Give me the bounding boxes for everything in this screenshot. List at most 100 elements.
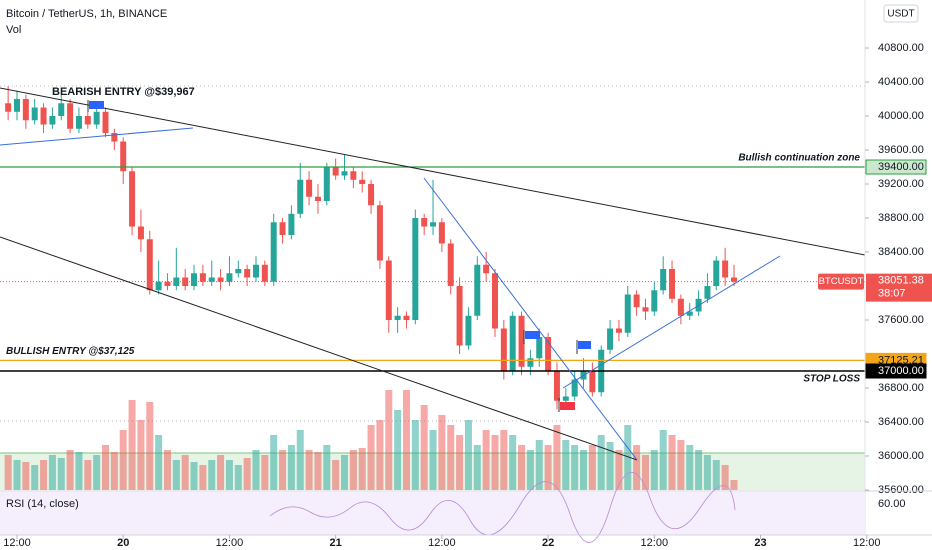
x-tick-label: 12:00 xyxy=(3,537,31,549)
candle-body xyxy=(244,269,251,278)
bearish-entry: BEARISH ENTRY @$39,967 xyxy=(52,86,195,98)
candle-body xyxy=(562,396,569,401)
volume-bar xyxy=(695,450,703,490)
volume-bar xyxy=(721,465,729,490)
x-tick-label: 12:00 xyxy=(641,537,669,549)
volume-bar xyxy=(128,400,136,490)
x-tick-label: 12:00 xyxy=(216,537,244,549)
candle-body xyxy=(491,273,498,329)
volume-bar xyxy=(429,430,437,490)
trend-line xyxy=(0,87,865,256)
currency-button-label[interactable]: USDT xyxy=(887,9,914,20)
volume-bar xyxy=(252,450,260,490)
y-tick-label: 40400.00 xyxy=(878,76,924,88)
candle-body xyxy=(199,273,206,282)
trend-line xyxy=(0,236,638,461)
volume-bar xyxy=(287,445,295,490)
candle-body xyxy=(438,222,445,244)
volume-bar xyxy=(332,460,340,490)
symbol-tag xyxy=(818,273,864,290)
candle-body xyxy=(22,99,29,121)
candle-body xyxy=(571,379,578,397)
volume-label: Vol xyxy=(6,24,21,36)
candle-body xyxy=(155,281,162,291)
volume-bar xyxy=(155,435,163,490)
candle-body xyxy=(75,116,82,129)
volume-bar xyxy=(624,425,632,490)
volume-bar xyxy=(668,435,676,490)
y-tick-label: 40800.00 xyxy=(878,42,924,54)
candle-body xyxy=(49,116,56,125)
volume-bar xyxy=(234,465,242,490)
volume-bar xyxy=(163,450,171,490)
candle-body xyxy=(359,179,366,185)
candle-body xyxy=(314,196,321,202)
candle-body xyxy=(120,141,127,172)
candle-body xyxy=(589,371,596,393)
candle-body xyxy=(677,298,684,316)
candle-body xyxy=(306,179,313,197)
flag xyxy=(523,330,540,344)
volume-bar xyxy=(75,452,83,490)
candle-body xyxy=(279,222,286,236)
candle-body xyxy=(40,107,47,125)
candle-body xyxy=(500,328,507,372)
drawings xyxy=(0,87,865,461)
candle-body xyxy=(288,213,295,236)
volume-bar xyxy=(190,462,198,490)
candle-body xyxy=(173,277,180,287)
volume-bar xyxy=(597,435,605,490)
volume-bar xyxy=(279,450,287,490)
candle-body xyxy=(385,260,392,321)
volume-bar xyxy=(447,425,455,490)
volume-bar xyxy=(456,435,464,490)
volume-bar xyxy=(146,402,154,490)
x-tick-label: 22 xyxy=(542,537,554,549)
rsi-label: RSI (14, close) xyxy=(6,498,79,510)
volume-bar xyxy=(110,452,118,490)
volume-bar xyxy=(571,445,579,490)
volume-bar xyxy=(84,460,92,490)
volume-bar xyxy=(225,460,233,490)
candle-body xyxy=(67,103,74,129)
volume-bar xyxy=(93,455,101,490)
volume-bar xyxy=(473,445,481,490)
x-ticks: 12:00 20 12:00 21 12:00 22 12:00 23 12:00 xyxy=(3,535,881,549)
volume-bar xyxy=(562,440,570,490)
x-tick-label: 20 xyxy=(117,537,129,549)
candle-body xyxy=(217,277,224,282)
volume-bar xyxy=(4,455,12,490)
volume-bar xyxy=(199,465,207,490)
volume-bar xyxy=(358,448,366,490)
candle-body xyxy=(474,264,481,316)
candle-body xyxy=(226,273,233,282)
volume-bar xyxy=(66,450,74,490)
level-annotation: Bullish continuation zone xyxy=(738,153,860,164)
candle-body xyxy=(129,171,136,227)
candle-body xyxy=(323,167,330,202)
candle-body xyxy=(730,277,737,282)
currency-button[interactable] xyxy=(883,4,919,23)
volume-bar xyxy=(181,455,189,490)
y-tick-label: 39200.00 xyxy=(878,178,924,190)
volume-bar xyxy=(367,425,375,490)
trend-line xyxy=(562,255,781,389)
volume-bar xyxy=(500,430,508,490)
volume-bar xyxy=(650,450,658,490)
volume-bar xyxy=(323,445,331,490)
volume-bar xyxy=(305,450,313,490)
x-tick-label: 23 xyxy=(754,537,766,549)
volume-bar xyxy=(385,390,393,490)
candle-body xyxy=(430,222,437,227)
candle-body xyxy=(146,239,153,291)
candle-body xyxy=(704,286,711,299)
candle-body xyxy=(722,260,729,278)
candle-body xyxy=(456,286,463,346)
volume-bar xyxy=(172,460,180,490)
volume-bar xyxy=(22,462,30,490)
volume-bar xyxy=(641,455,649,490)
volume-bar xyxy=(491,435,499,490)
candle-body xyxy=(483,264,490,274)
candle-body xyxy=(536,337,543,359)
